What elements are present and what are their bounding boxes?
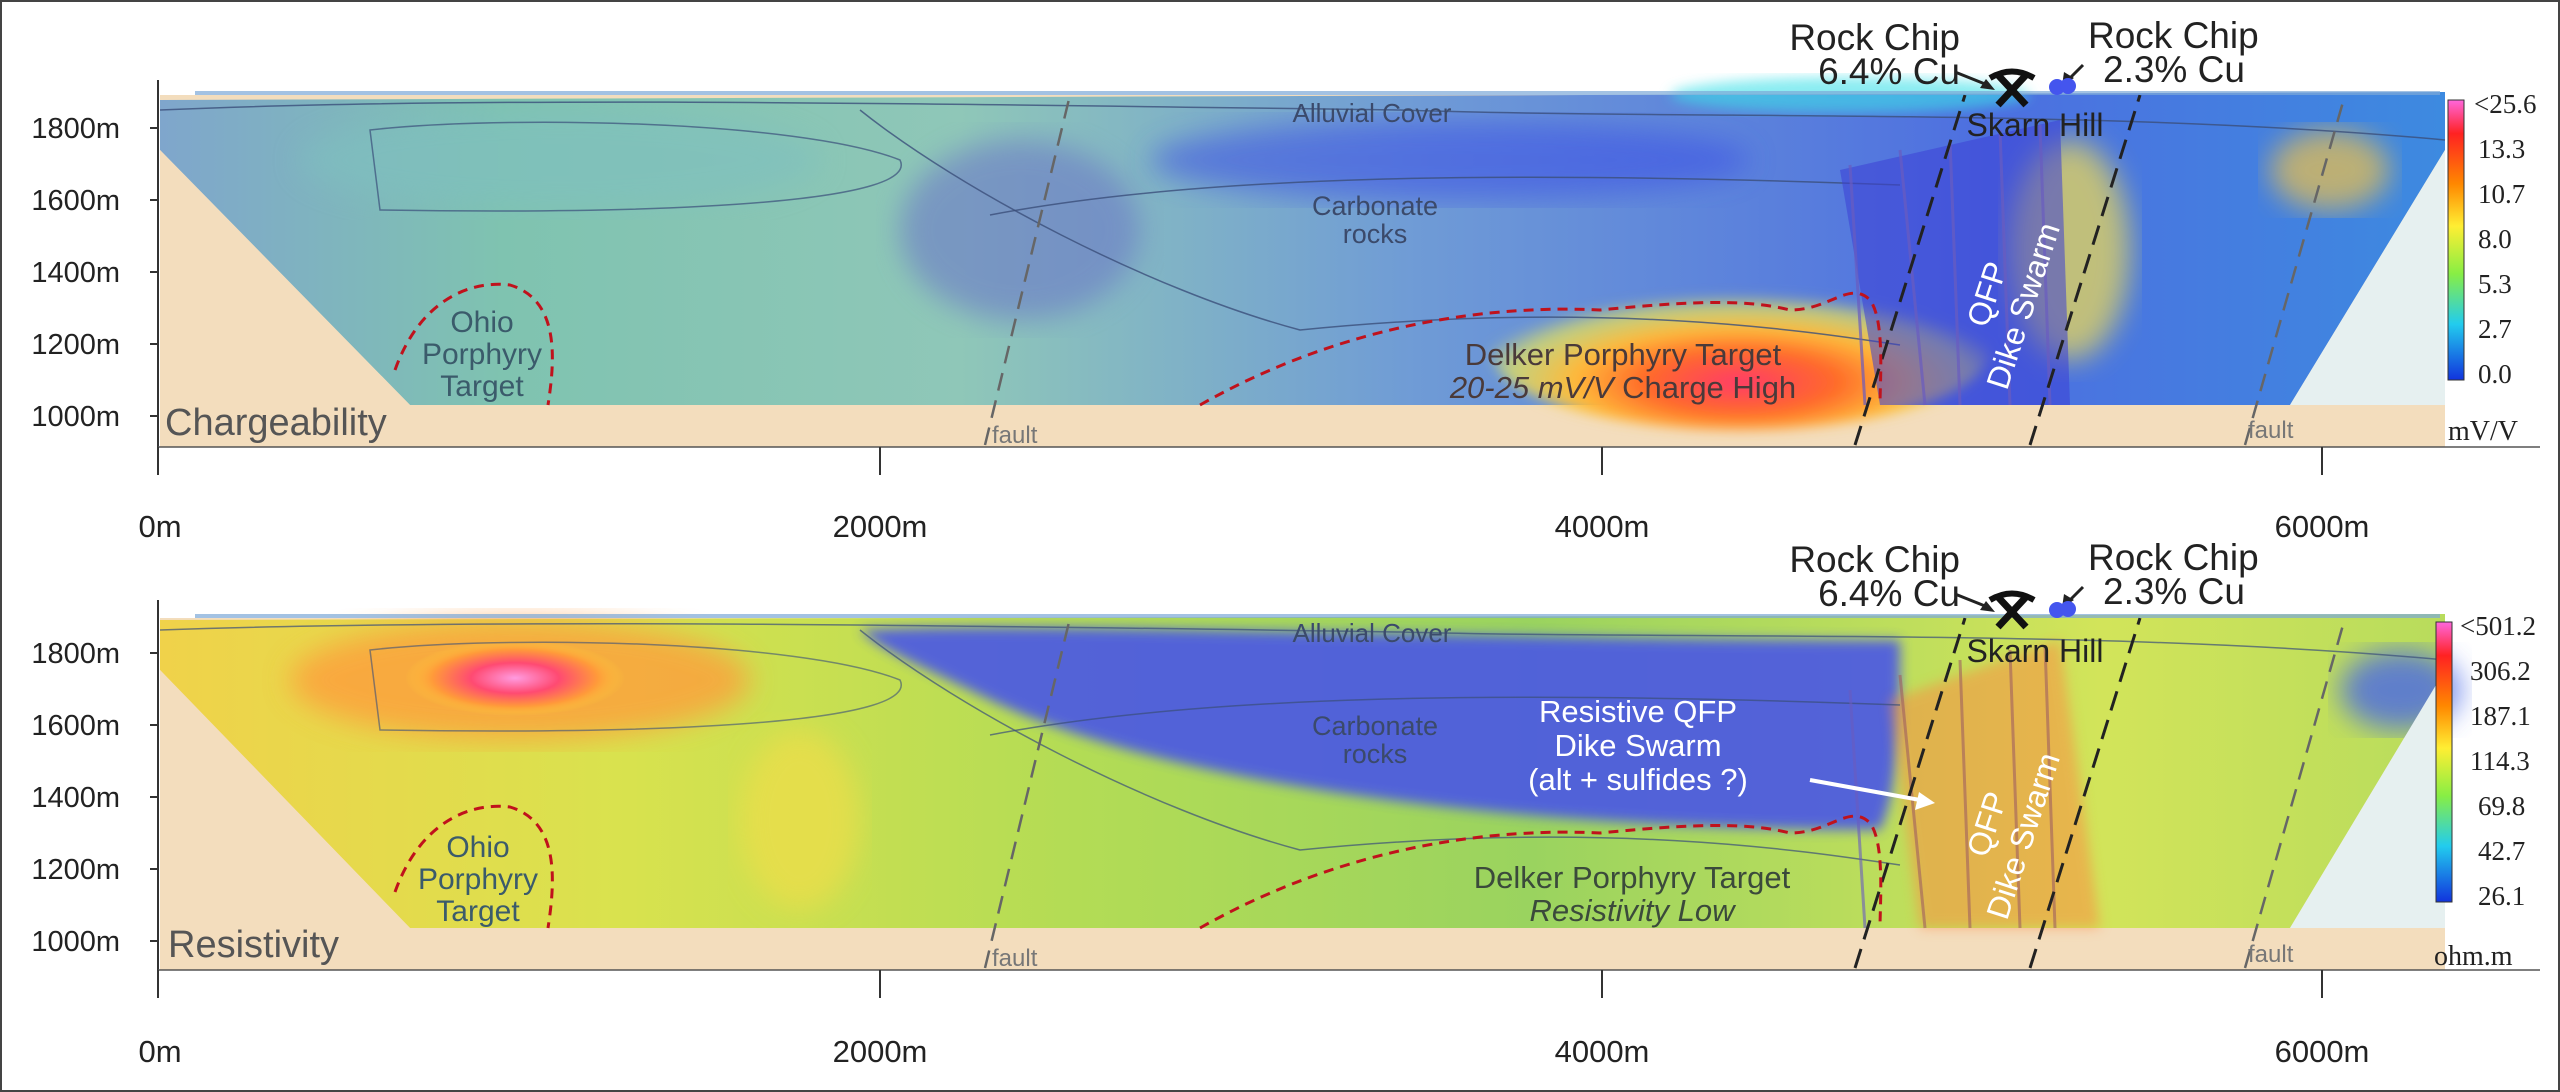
svg-text:2.7: 2.7 bbox=[2478, 314, 2512, 344]
carbonate-label: rocks bbox=[1343, 219, 1408, 249]
fault-label: fault bbox=[992, 422, 1038, 449]
carbonate-label: Carbonate bbox=[1312, 711, 1438, 741]
fault-line bbox=[2028, 94, 2142, 446]
svg-text:1800m: 1800m bbox=[31, 113, 120, 145]
resistivity-panel: fault fault Resistivity Alluvial Cover C… bbox=[31, 537, 2540, 1069]
svg-text:187.1: 187.1 bbox=[2470, 701, 2531, 731]
fault-label: fault bbox=[2248, 417, 2294, 444]
svg-text:<501.2: <501.2 bbox=[2460, 611, 2536, 641]
svg-text:2000m: 2000m bbox=[833, 1034, 928, 1069]
svg-text:8.0: 8.0 bbox=[2478, 224, 2512, 254]
mine-icon bbox=[1988, 590, 2036, 630]
chargeability-section bbox=[159, 77, 2446, 430]
svg-text:2000m: 2000m bbox=[833, 509, 928, 544]
ohio-target-outline bbox=[393, 804, 554, 929]
svg-text:1600m: 1600m bbox=[31, 185, 120, 217]
delker-target-label: Delker Porphyry Target bbox=[1465, 337, 1782, 372]
svg-text:1400m: 1400m bbox=[31, 782, 120, 814]
skarn-hill-label: Skarn Hill bbox=[1967, 107, 2104, 143]
alluvial-cover-label: Alluvial Cover bbox=[1293, 618, 1452, 648]
resistivity-color-scale: <501.2 306.2 187.1 114.3 69.8 42.7 26.1 … bbox=[2434, 611, 2536, 972]
fault-label: fault bbox=[992, 945, 1038, 972]
carbonate-label: Carbonate bbox=[1312, 191, 1438, 221]
svg-text:0.0: 0.0 bbox=[2478, 359, 2512, 389]
rock-chip-label: 2.3% Cu bbox=[2103, 49, 2245, 90]
ohio-target-label: Ohio bbox=[450, 306, 513, 339]
depth-axis: 1800m 1600m 1400m 1200m 1000m bbox=[31, 638, 158, 958]
delker-target-outline bbox=[1199, 814, 1883, 930]
ohio-target-label: Porphyry bbox=[418, 863, 538, 896]
alluvial-cover-label: Alluvial Cover bbox=[1293, 98, 1452, 128]
ohio-target-label: Target bbox=[436, 895, 520, 928]
ohio-target-label: Target bbox=[440, 370, 524, 403]
svg-text:1600m: 1600m bbox=[31, 710, 120, 742]
svg-text:1200m: 1200m bbox=[31, 854, 120, 886]
chargeability-color-scale: <25.6 13.3 10.7 8.0 5.3 2.7 0.0 mV/V bbox=[2447, 89, 2536, 447]
sample-marker bbox=[2060, 601, 2076, 617]
skarn-hill-label: Skarn Hill bbox=[1967, 633, 2104, 669]
svg-text:1400m: 1400m bbox=[31, 257, 120, 289]
svg-text:1200m: 1200m bbox=[31, 329, 120, 361]
fault-line bbox=[983, 617, 1072, 969]
qfp-annotation: (alt + sulfides ?) bbox=[1528, 762, 1748, 797]
svg-text:306.2: 306.2 bbox=[2470, 656, 2531, 686]
svg-text:1000m: 1000m bbox=[31, 926, 120, 958]
svg-text:114.3: 114.3 bbox=[2470, 746, 2530, 776]
chargeability-panel: fault fault Chargeability Alluvial Cover… bbox=[31, 15, 2540, 544]
fault-line bbox=[2243, 94, 2347, 446]
rock-chip-label: 6.4% Cu bbox=[1818, 573, 1960, 614]
distance-axis: 0m 2000m 4000m 6000m bbox=[138, 447, 2369, 544]
svg-text:5.3: 5.3 bbox=[2478, 269, 2512, 299]
svg-text:6000m: 6000m bbox=[2275, 1034, 2370, 1069]
fault-line bbox=[983, 94, 1072, 446]
svg-text:0m: 0m bbox=[138, 509, 181, 544]
delker-target-outline bbox=[1199, 291, 1883, 407]
delker-target-label: Delker Porphyry Target bbox=[1474, 860, 1791, 895]
carbonate-label: rocks bbox=[1343, 739, 1408, 769]
rock-chip-label: Rock Chip bbox=[2088, 537, 2259, 578]
rock-chip-label: Rock Chip bbox=[1789, 17, 1960, 58]
fault-line bbox=[1853, 94, 1967, 446]
delker-target-sublabel: 20-25 mV/V Charge High bbox=[1449, 370, 1796, 405]
svg-text:0m: 0m bbox=[138, 1034, 181, 1069]
rock-chip-label: 2.3% Cu bbox=[2103, 571, 2245, 612]
svg-text:ohm.m: ohm.m bbox=[2434, 941, 2513, 972]
panel-title: Chargeability bbox=[165, 402, 387, 444]
fault-line bbox=[2243, 617, 2347, 969]
svg-text:4000m: 4000m bbox=[1555, 509, 1650, 544]
qfp-annotation: Resistive QFP bbox=[1539, 694, 1737, 729]
svg-text:1000m: 1000m bbox=[31, 401, 120, 433]
sample-marker bbox=[2060, 78, 2076, 94]
fault-label: fault bbox=[2248, 941, 2294, 968]
panel-title: Resistivity bbox=[168, 924, 339, 966]
mine-icon bbox=[1988, 68, 2036, 108]
ohio-target-label: Ohio bbox=[446, 831, 509, 864]
svg-text:10.7: 10.7 bbox=[2478, 179, 2525, 209]
svg-text:<25.6: <25.6 bbox=[2474, 89, 2536, 119]
rock-chip-label: Rock Chip bbox=[2088, 15, 2259, 56]
ohio-target-outline bbox=[393, 282, 554, 406]
resistivity-section bbox=[159, 614, 2460, 929]
svg-text:13.3: 13.3 bbox=[2478, 134, 2525, 164]
svg-text:6000m: 6000m bbox=[2275, 509, 2370, 544]
svg-text:1800m: 1800m bbox=[31, 638, 120, 670]
distance-axis: 0m 2000m 4000m 6000m bbox=[138, 970, 2369, 1069]
fault-line bbox=[2028, 617, 2142, 969]
fault-line bbox=[1853, 617, 1967, 969]
svg-text:69.8: 69.8 bbox=[2478, 791, 2525, 821]
annotation-arrow bbox=[1809, 778, 1921, 802]
qfp-annotation: Dike Swarm bbox=[1554, 728, 1721, 763]
depth-axis: 1800m 1600m 1400m 1200m 1000m bbox=[31, 113, 158, 433]
svg-text:42.7: 42.7 bbox=[2478, 836, 2525, 866]
rock-chip-label: 6.4% Cu bbox=[1818, 51, 1960, 92]
svg-text:26.1: 26.1 bbox=[2478, 881, 2525, 911]
svg-text:mV/V: mV/V bbox=[2448, 416, 2518, 447]
delker-target-sublabel: Resistivity Low bbox=[1530, 893, 1738, 928]
ohio-target-label: Porphyry bbox=[422, 338, 542, 371]
rock-chip-label: Rock Chip bbox=[1789, 539, 1960, 580]
svg-text:4000m: 4000m bbox=[1555, 1034, 1650, 1069]
